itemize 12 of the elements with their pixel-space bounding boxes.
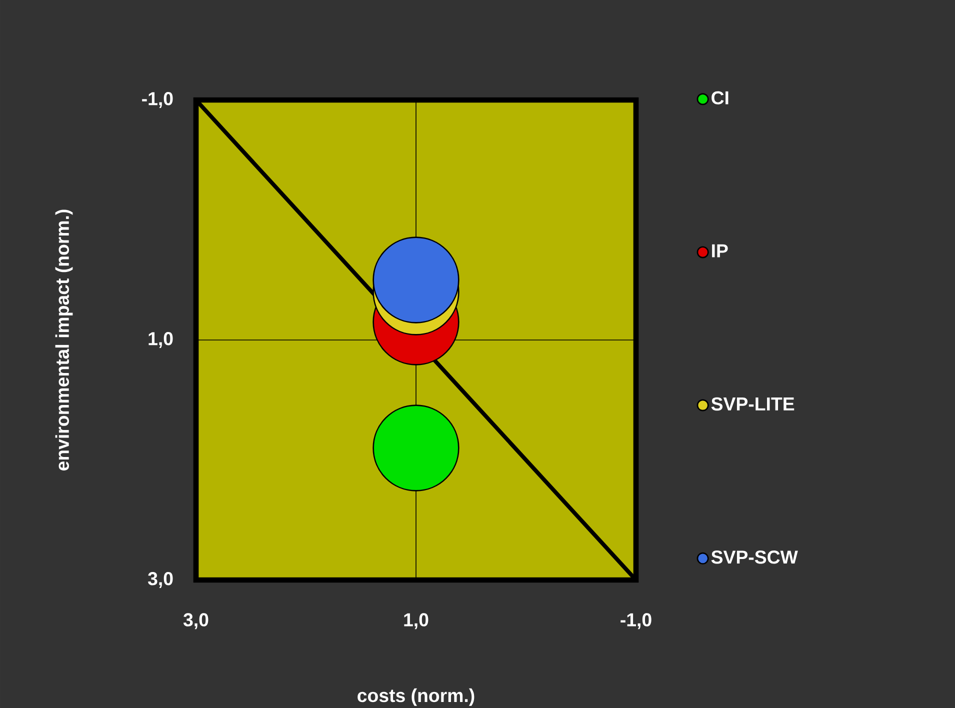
x-tick-label: 3,0 (183, 613, 208, 630)
y-tick-label: 3,0 (148, 572, 173, 588)
legend-label: CI (712, 91, 728, 104)
x-axis-title: costs (norm.) (358, 688, 474, 706)
y-axis-title: environmental impact (norm.) (55, 210, 73, 470)
legend-label: SVP-LITE (711, 397, 794, 411)
y-tick-label: -1,0 (142, 92, 173, 108)
legend-label: SVP-SCW (711, 550, 798, 564)
x-tick-label: 1,0 (404, 613, 428, 630)
y-tick-label: 1,0 (148, 332, 173, 348)
legend-label: IP (712, 244, 728, 258)
x-tick-label: -1,0 (620, 613, 652, 630)
